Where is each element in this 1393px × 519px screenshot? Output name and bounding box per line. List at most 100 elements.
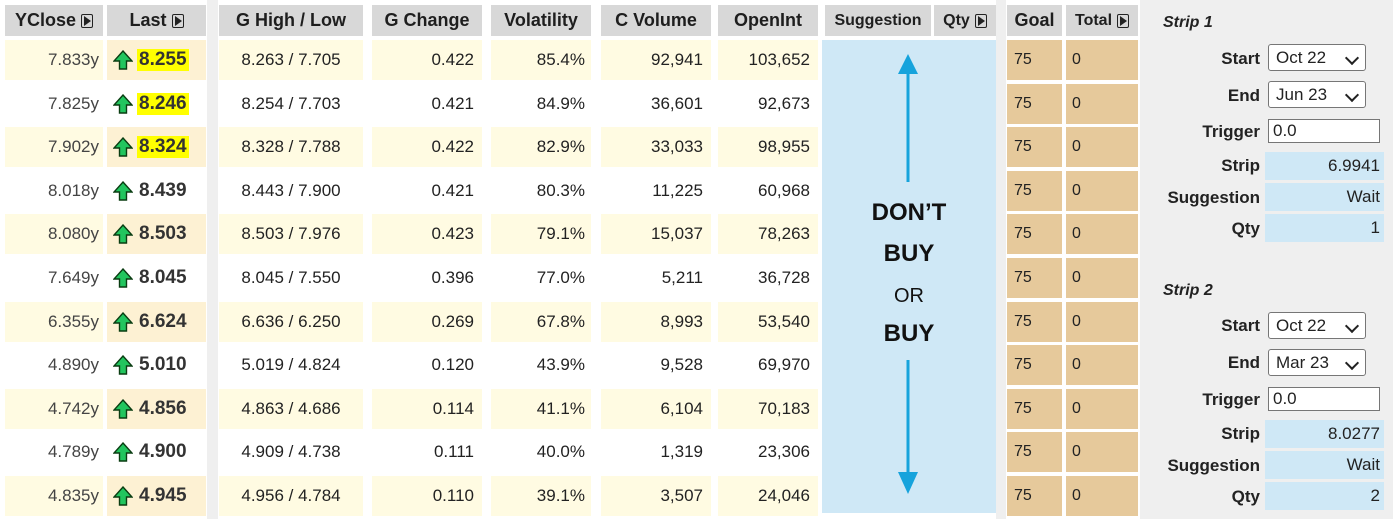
header-goal-label: Goal bbox=[1014, 10, 1055, 30]
cell-goal[interactable]: 75 bbox=[1007, 432, 1062, 472]
strip2-qty-value: 2 bbox=[1265, 482, 1384, 510]
sort-arrow-icon bbox=[81, 13, 94, 28]
strip1-start-select[interactable]: Oct 22 bbox=[1268, 44, 1366, 71]
cell-openint: 103,652 bbox=[718, 40, 818, 80]
strip2-start-label: Start bbox=[1221, 316, 1260, 335]
cell-total: 0 bbox=[1066, 127, 1138, 167]
cell-g-change: 0.421 bbox=[372, 84, 482, 124]
cell-c-volume: 92,941 bbox=[601, 40, 711, 80]
cell-volatility: 67.8% bbox=[491, 302, 591, 342]
cell-openint: 78,263 bbox=[718, 214, 818, 254]
cell-total: 0 bbox=[1066, 432, 1138, 472]
cell-last: 8.246 bbox=[107, 84, 206, 124]
header-total[interactable]: Total bbox=[1066, 5, 1138, 36]
cell-c-volume: 8,993 bbox=[601, 302, 711, 342]
header-openint[interactable]: OpenInt bbox=[718, 5, 818, 36]
cell-g-change: 0.421 bbox=[372, 171, 482, 211]
up-arrow-icon bbox=[113, 181, 133, 201]
cell-total: 0 bbox=[1066, 345, 1138, 385]
cell-volatility: 82.9% bbox=[491, 127, 591, 167]
cell-yclose: 8.080y bbox=[5, 214, 103, 254]
cell-yclose: 4.890y bbox=[5, 345, 103, 385]
last-value: 4.900 bbox=[139, 441, 187, 462]
cell-goal[interactable]: 75 bbox=[1007, 258, 1062, 298]
header-goal[interactable]: Goal bbox=[1007, 5, 1062, 36]
cell-g-high-low: 4.909 / 4.738 bbox=[219, 432, 363, 472]
strip1-end-value: Jun 23 bbox=[1276, 84, 1328, 104]
cell-goal[interactable]: 75 bbox=[1007, 84, 1062, 124]
header-openint-label: OpenInt bbox=[734, 10, 802, 30]
up-arrow-icon bbox=[113, 355, 133, 375]
cell-last: 5.010 bbox=[107, 345, 206, 385]
cell-openint: 98,955 bbox=[718, 127, 818, 167]
cell-goal[interactable]: 75 bbox=[1007, 345, 1062, 385]
last-value: 6.624 bbox=[139, 311, 187, 332]
header-g-high-low[interactable]: G High / Low bbox=[219, 5, 363, 36]
up-arrow-icon bbox=[113, 224, 133, 244]
up-arrow-icon bbox=[113, 94, 133, 114]
last-value: 8.439 bbox=[139, 180, 187, 201]
up-arrow-icon bbox=[113, 50, 133, 70]
up-arrow-icon bbox=[113, 442, 133, 462]
header-c-volume[interactable]: C Volume bbox=[601, 5, 711, 36]
cell-goal[interactable]: 75 bbox=[1007, 389, 1062, 429]
cell-c-volume: 15,037 bbox=[601, 214, 711, 254]
cell-openint: 69,970 bbox=[718, 345, 818, 385]
cell-volatility: 40.0% bbox=[491, 432, 591, 472]
table-row: 8.080y 8.503 8.503 / 7.976 0.423 79.1% 15,037… bbox=[0, 214, 1140, 256]
strip2-qty-label: Qty bbox=[1231, 487, 1260, 506]
last-value: 8.324 bbox=[137, 136, 189, 158]
header-qty[interactable]: Qty bbox=[934, 5, 996, 36]
cell-goal[interactable]: 75 bbox=[1007, 40, 1062, 80]
cell-last: 4.945 bbox=[107, 476, 206, 516]
cell-g-high-low: 8.263 / 7.705 bbox=[219, 40, 363, 80]
table-row: 8.018y 8.439 8.443 / 7.900 0.421 80.3% 11,225… bbox=[0, 171, 1140, 213]
cell-goal[interactable]: 75 bbox=[1007, 302, 1062, 342]
cell-yclose: 7.825y bbox=[5, 84, 103, 124]
cell-c-volume: 36,601 bbox=[601, 84, 711, 124]
cell-total: 0 bbox=[1066, 84, 1138, 124]
strip1-trigger-input[interactable]: 0.0 bbox=[1268, 119, 1380, 143]
cell-openint: 23,306 bbox=[718, 432, 818, 472]
cell-g-high-low: 5.019 / 4.824 bbox=[219, 345, 363, 385]
strip1-end-select[interactable]: Jun 23 bbox=[1268, 81, 1366, 108]
cell-yclose: 4.835y bbox=[5, 476, 103, 516]
strip1-start-value: Oct 22 bbox=[1276, 47, 1327, 67]
cell-volatility: 85.4% bbox=[491, 40, 591, 80]
cell-volatility: 80.3% bbox=[491, 171, 591, 211]
cell-yclose: 8.018y bbox=[5, 171, 103, 211]
cell-openint: 36,728 bbox=[718, 258, 818, 298]
cell-volatility: 39.1% bbox=[491, 476, 591, 516]
header-last[interactable]: Last bbox=[107, 5, 206, 36]
strip2-start-select[interactable]: Oct 22 bbox=[1268, 312, 1366, 339]
cell-total: 0 bbox=[1066, 214, 1138, 254]
strip2-end-select[interactable]: Mar 23 bbox=[1268, 349, 1366, 376]
cell-g-change: 0.422 bbox=[372, 40, 482, 80]
cell-goal[interactable]: 75 bbox=[1007, 214, 1062, 254]
last-value: 8.503 bbox=[139, 223, 187, 244]
table-row: 7.902y 8.324 8.328 / 7.788 0.422 82.9% 33,033… bbox=[0, 127, 1140, 169]
strip2-start-value: Oct 22 bbox=[1276, 315, 1327, 335]
cell-g-change: 0.423 bbox=[372, 214, 482, 254]
header-volatility[interactable]: Volatility bbox=[491, 5, 591, 36]
sort-arrow-icon bbox=[1117, 13, 1130, 28]
strip2-trigger-input[interactable]: 0.0 bbox=[1268, 387, 1380, 411]
strip1-end-label: End bbox=[1227, 86, 1260, 105]
cell-openint: 60,968 bbox=[718, 171, 818, 211]
header-g-change[interactable]: G Change bbox=[372, 5, 482, 36]
header-g-change-label: G Change bbox=[384, 10, 470, 30]
cell-total: 0 bbox=[1066, 258, 1138, 298]
header-yclose[interactable]: YClose bbox=[5, 5, 103, 36]
up-arrow-icon bbox=[113, 137, 133, 157]
cell-goal[interactable]: 75 bbox=[1007, 476, 1062, 516]
cell-g-change: 0.111 bbox=[372, 432, 482, 472]
cell-goal[interactable]: 75 bbox=[1007, 171, 1062, 211]
cell-last: 8.255 bbox=[107, 40, 206, 80]
cell-volatility: 41.1% bbox=[491, 389, 591, 429]
header-suggestion[interactable]: Suggestion bbox=[825, 5, 931, 36]
cell-volatility: 79.1% bbox=[491, 214, 591, 254]
cell-goal[interactable]: 75 bbox=[1007, 127, 1062, 167]
cell-c-volume: 5,211 bbox=[601, 258, 711, 298]
cell-yclose: 7.649y bbox=[5, 258, 103, 298]
overlay-buy-2: BUY bbox=[883, 320, 935, 347]
